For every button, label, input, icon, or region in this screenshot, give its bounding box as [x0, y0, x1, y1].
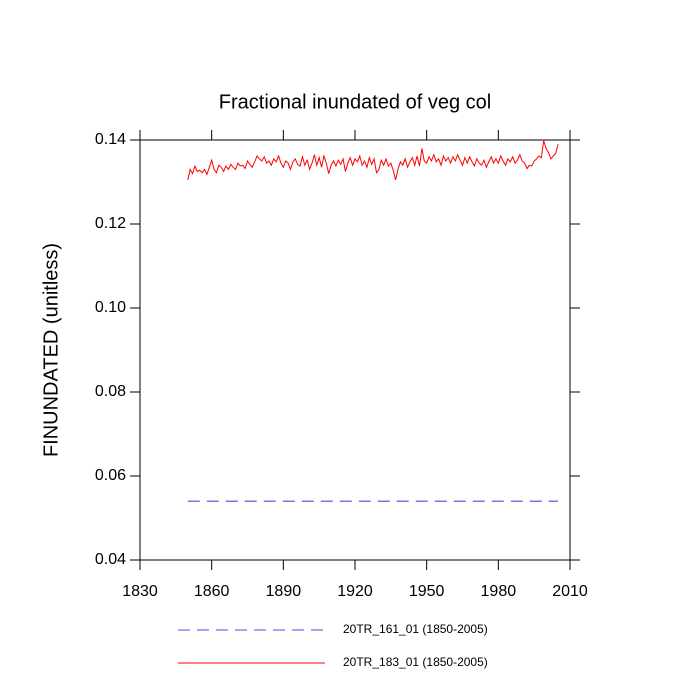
x-tick-label: 1950: [409, 583, 445, 600]
plot-frame: [139, 139, 571, 561]
y-tick-label: 0.04: [95, 551, 126, 568]
legend-label: 20TR_161_01 (1850-2005): [343, 622, 488, 636]
data-line: [187, 140, 559, 181]
y-tick-label: 0.12: [95, 215, 126, 232]
y-tick-label: 0.14: [95, 131, 126, 148]
x-tick-label: 2010: [552, 583, 588, 600]
y-tick-label: 0.06: [95, 467, 126, 484]
y-tick-label: 0.10: [95, 299, 126, 316]
x-tick-label: 1860: [194, 583, 230, 600]
x-tick-label: 1920: [337, 583, 373, 600]
x-tick-label: 1890: [266, 583, 302, 600]
y-axis-label: FINUNDATED (unitless): [40, 243, 62, 457]
chart-title: Fractional inundated of veg col: [219, 91, 491, 113]
x-tick-label: 1980: [481, 583, 517, 600]
y-tick-label: 0.08: [95, 383, 126, 400]
legend-label: 20TR_183_01 (1850-2005): [343, 655, 488, 669]
x-tick-label: 1830: [122, 583, 158, 600]
